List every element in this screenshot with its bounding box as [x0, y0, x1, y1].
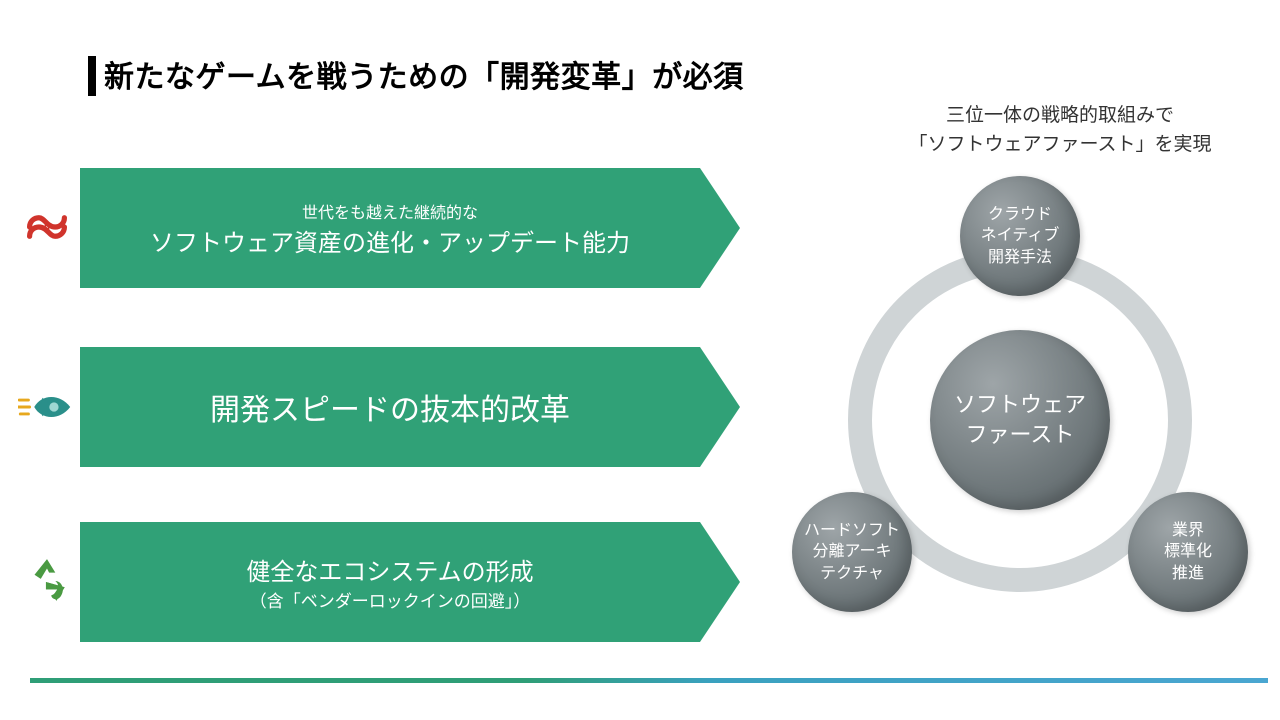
banner-speed-reform: 開発スピードの抜本的改革	[80, 347, 700, 467]
node-br-line1: 業界	[1172, 522, 1204, 539]
banner-2-title: 開発スピードの抜本的改革	[210, 385, 570, 429]
banner-1-pretitle: 世代をも越えた継続的な	[302, 199, 478, 223]
node-top-line2: ネイティブ	[981, 227, 1060, 244]
page-title: 新たなゲームを戦うための「開発変革」が必須	[104, 52, 744, 96]
node-center-line2: ファースト	[966, 422, 1075, 447]
footer-underline	[30, 678, 1268, 683]
node-hw-sw-decouple: ハードソフト 分離アーキ テクチャ	[792, 492, 912, 612]
node-br-line3: 推進	[1172, 565, 1204, 582]
node-top-line1: クラウド	[988, 206, 1052, 223]
slide-root: 新たなゲームを戦うための「開発変革」が必須 世代をも越えた継続的な ソフトウェア…	[0, 0, 1280, 720]
trinity-caption-line1: 三位一体の戦略的取組みで	[946, 105, 1174, 126]
title-accent-bar	[88, 56, 96, 96]
banner-3-title: 健全なエコシステムの形成	[246, 552, 533, 587]
banner-asset-evolution: 世代をも越えた継続的な ソフトウェア資産の進化・アップデート能力	[80, 168, 700, 288]
node-cloud-native: クラウド ネイティブ 開発手法	[960, 176, 1080, 296]
node-bl-line2: 分離アーキ	[812, 543, 891, 560]
node-br-line2: 標準化	[1164, 543, 1212, 560]
banner-3-subtitle: （含「ベンダーロックインの回避」）	[250, 587, 531, 612]
trinity-caption-line2: 「ソフトウェアファースト」を実現	[908, 134, 1211, 155]
node-bl-line1: ハードソフト	[804, 522, 900, 539]
trinity-caption: 三位一体の戦略的取組みで 「ソフトウェアファースト」を実現	[870, 102, 1250, 159]
node-top-line3: 開発手法	[988, 249, 1052, 266]
node-bl-line3: テクチャ	[820, 565, 884, 582]
recycle-icon	[18, 552, 76, 610]
infinity-icon	[18, 198, 76, 256]
node-standardization: 業界 標準化 推進	[1128, 492, 1248, 612]
banner-1-title: ソフトウェア資産の進化・アップデート能力	[150, 223, 630, 258]
rocket-icon	[18, 378, 76, 436]
node-center-software-first: ソフトウェア ファースト	[930, 330, 1110, 510]
banner-ecosystem: 健全なエコシステムの形成 （含「ベンダーロックインの回避」）	[80, 522, 700, 642]
node-center-line1: ソフトウェア	[954, 392, 1086, 417]
trinity-diagram: ソフトウェア ファースト クラウド ネイティブ 開発手法 ハードソフト 分離アー…	[780, 180, 1260, 660]
